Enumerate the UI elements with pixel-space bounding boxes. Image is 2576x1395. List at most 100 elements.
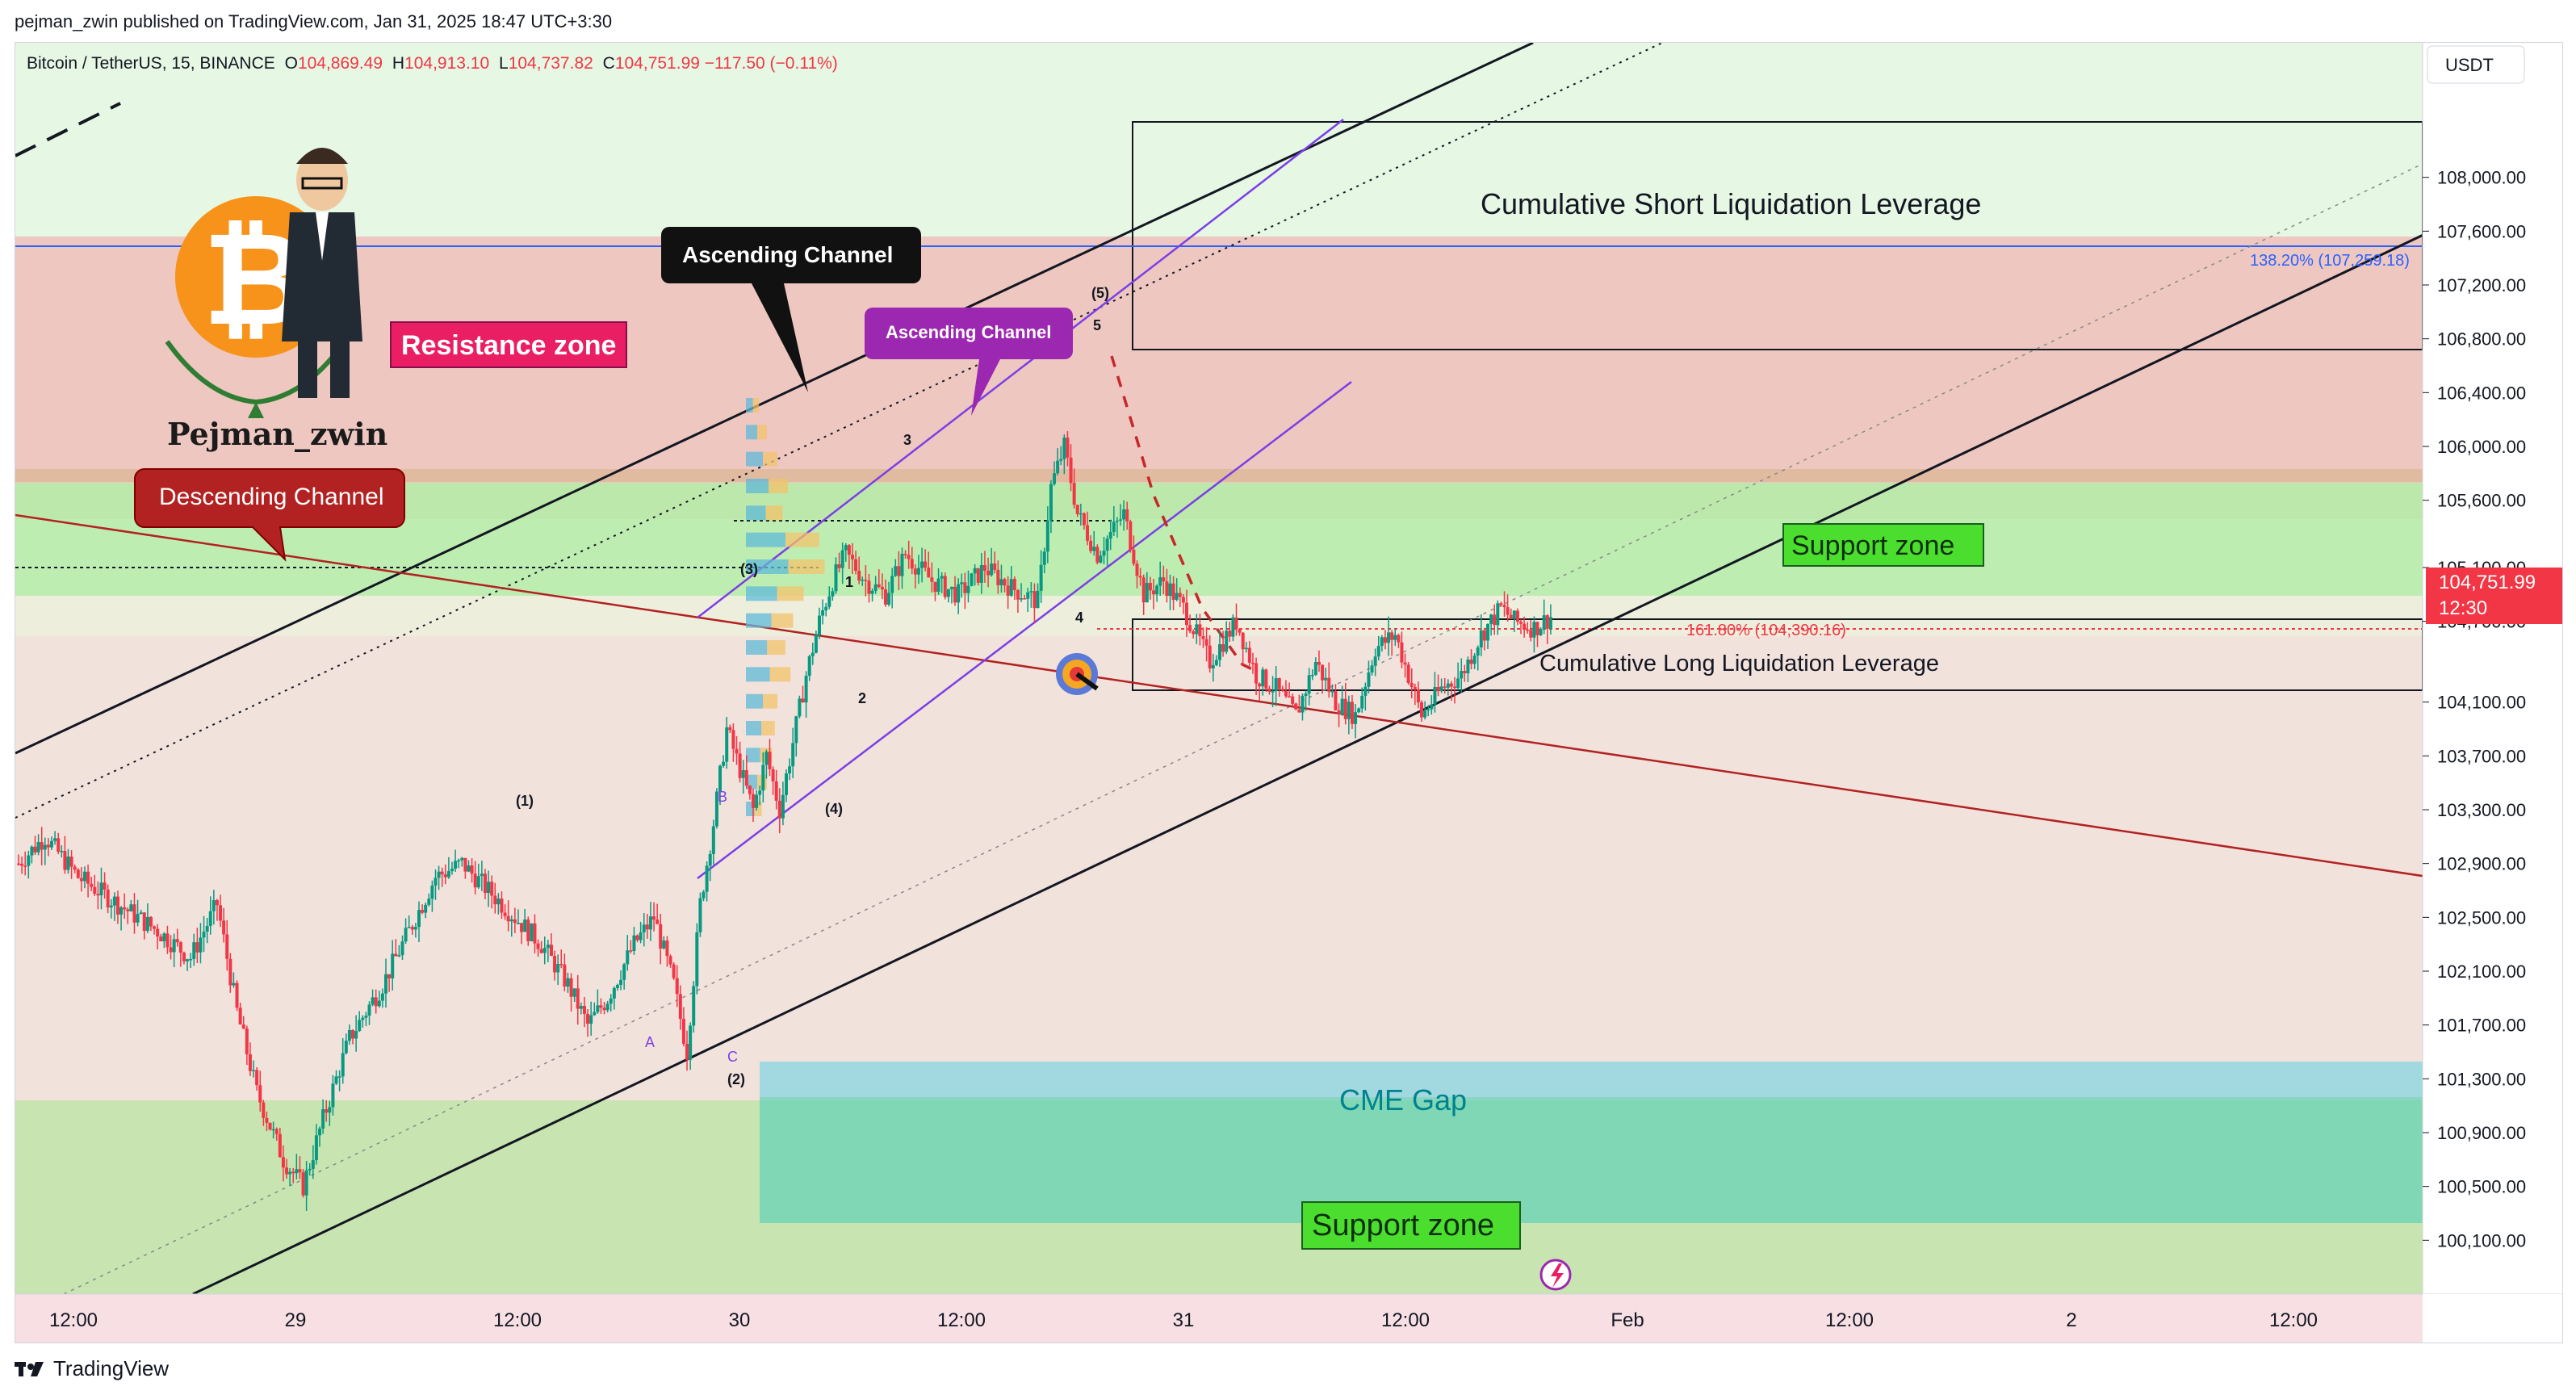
candle-body-56	[202, 932, 206, 938]
candle-body-126	[434, 878, 438, 886]
currency-badge[interactable]	[2427, 45, 2525, 84]
candle-body-413	[1383, 637, 1387, 643]
y-tick-label-13: 102,500.00	[2437, 907, 2526, 928]
candle-body-356	[1195, 624, 1199, 635]
candle-body-347	[1165, 581, 1169, 597]
profile-bar-a-6	[746, 613, 772, 628]
wave-label-1: (2)	[727, 1071, 745, 1087]
candle-body-57	[205, 925, 209, 932]
candle-body-365	[1225, 630, 1229, 652]
candle-body-70	[248, 1054, 252, 1071]
y-tick-label-6: 105,600.00	[2437, 491, 2526, 511]
ascending-channel-upper	[15, 43, 1534, 755]
candle-body-145	[496, 899, 501, 905]
candle-body-384	[1288, 696, 1292, 698]
x-axis-ticks: 12:00 29 12:00 30 12:00 31 12:00 Feb 12:00 2 12:00	[49, 1309, 2318, 1331]
candle-body-85	[298, 1169, 302, 1173]
y-tick-label-0: 108,000.00	[2437, 168, 2526, 188]
candle-body-219	[741, 770, 745, 778]
candle-body-99	[344, 1041, 348, 1054]
candle-body-120	[413, 927, 417, 930]
candle-body-437	[1463, 671, 1467, 674]
candle-body-87	[304, 1170, 308, 1196]
candle-body-244	[824, 606, 828, 611]
candle-body-364	[1221, 643, 1225, 652]
candle-body-31	[119, 907, 124, 915]
candle-body-399	[1337, 710, 1341, 714]
candle-body-267	[900, 554, 904, 576]
candle-body-443	[1482, 630, 1486, 641]
symbol-name[interactable]: Bitcoin / TetherUS, 15, BINANCE	[27, 54, 275, 73]
candle-body-42	[156, 928, 160, 937]
candle-body-460	[1539, 628, 1543, 635]
candle-body-113	[391, 953, 395, 978]
candle-body-377	[1264, 669, 1268, 689]
candle-body-88	[308, 1168, 312, 1171]
candle-body-449	[1502, 605, 1506, 608]
candle-body-14	[63, 851, 67, 870]
candle-body-320	[1075, 505, 1079, 514]
last-price-badge	[2426, 568, 2562, 624]
candle-body-7	[40, 842, 44, 850]
candle-body-354	[1188, 625, 1192, 632]
candle-body-21	[86, 871, 90, 884]
candle-body-34	[129, 904, 133, 911]
chart-frame[interactable]: USDT 108,000.00 107,600.00 107,200.00 106,8…	[15, 42, 2563, 1343]
candle-body-391	[1310, 674, 1314, 677]
profile-bar-b-13	[754, 802, 762, 816]
candle-body-279	[940, 576, 944, 579]
profile-bar-b-4	[788, 559, 825, 574]
candle-body-321	[1079, 513, 1083, 515]
chart-canvas[interactable]: USDT 108,000.00 107,600.00 107,200.00 106,8…	[15, 43, 2562, 1343]
candle-body-251	[847, 545, 851, 555]
candle-body-133	[457, 860, 461, 862]
candle-body-203	[689, 1025, 693, 1060]
candle-body-51	[186, 959, 190, 961]
candle-body-16	[69, 857, 73, 867]
candle-body-41	[153, 926, 157, 929]
candle-body-238	[804, 676, 808, 703]
candle-body-232	[785, 773, 788, 795]
y-axis-ticks: 108,000.00 107,600.00 107,200.00 106,800.00…	[2423, 168, 2526, 1250]
candle-body-299	[1006, 585, 1010, 596]
candle-body-257	[867, 580, 871, 594]
candle-body-157	[536, 943, 540, 949]
lightning-icon[interactable]	[1539, 1259, 1572, 1291]
profile-bar-b-0	[763, 451, 777, 467]
candle-body-173	[589, 1015, 593, 1024]
candle-body-292	[982, 564, 986, 571]
candle-body-273	[920, 561, 924, 568]
candle-body-363	[1217, 643, 1221, 660]
profile-bar-b-15	[752, 398, 760, 413]
candle-body-148	[506, 915, 510, 922]
candle-body-198	[672, 964, 676, 978]
wave-label-3: (4)	[825, 801, 843, 817]
profile-bar-b-5	[777, 586, 804, 601]
x-tick-label-7: Feb	[1611, 1309, 1644, 1331]
candle-body-250	[844, 545, 848, 551]
candle-body-45	[165, 933, 170, 948]
candle-body-395	[1324, 677, 1328, 681]
candle-body-26	[103, 882, 107, 890]
candle-body-100	[347, 1029, 351, 1041]
candle-body-206	[698, 898, 702, 932]
candle-body-295	[993, 563, 997, 570]
candle-body-333	[1119, 519, 1123, 521]
candle-body-223	[755, 794, 759, 808]
candle-body-341	[1145, 583, 1149, 603]
profile-bar-a-0	[746, 451, 763, 467]
candle-body-139	[476, 876, 480, 888]
time-axis[interactable]	[15, 1294, 2423, 1343]
candle-body-304	[1023, 598, 1027, 600]
price-axis[interactable]	[2423, 43, 2562, 1294]
svg-text:Ascending Channel: Ascending Channel	[886, 322, 1051, 342]
candle-body-175	[596, 1005, 600, 1012]
svg-text:Descending Channel: Descending Channel	[159, 484, 384, 510]
candle-body-105	[364, 1016, 368, 1018]
candle-body-170	[579, 1006, 583, 1009]
candle-body-178	[605, 1003, 609, 1011]
candle-body-39	[145, 916, 149, 932]
x-tick-label-3: 30	[729, 1309, 751, 1331]
long-liq-label: Cumulative Long Liquidation Leverage	[1539, 651, 1939, 677]
candle-body-406	[1360, 695, 1364, 709]
